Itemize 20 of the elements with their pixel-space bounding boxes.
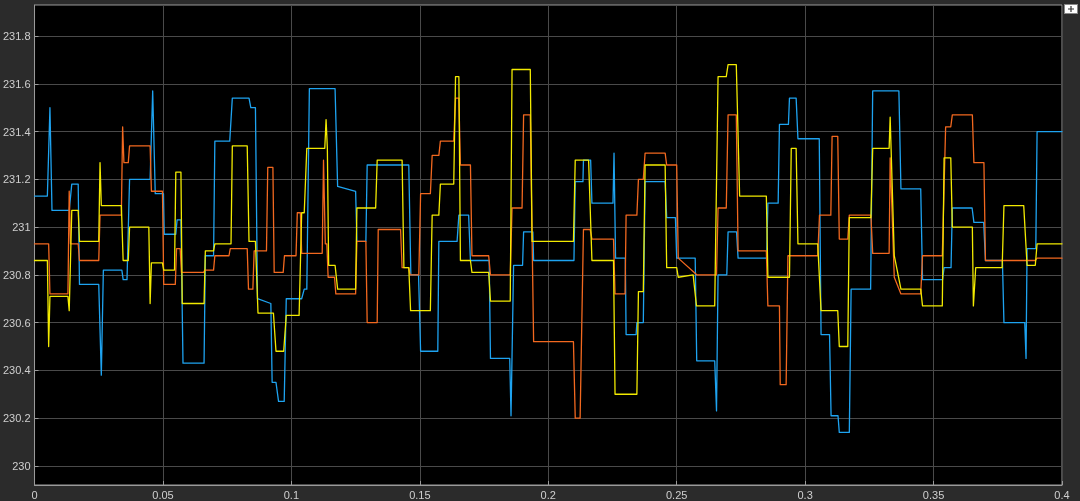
y-tick-label: 230.4 xyxy=(3,364,31,377)
x-tick-label: 0.3 xyxy=(797,488,813,501)
y-tick-label: 230.8 xyxy=(3,268,31,281)
y-tick-label: 231.2 xyxy=(3,173,31,186)
x-tick-label: 0 xyxy=(31,488,38,501)
y-tick-label: 231.6 xyxy=(3,77,31,90)
line-series xyxy=(33,64,1063,395)
y-tick-label: 230.2 xyxy=(3,412,31,425)
y-tick-label: 231 xyxy=(12,221,31,234)
x-tick-label: 0.4 xyxy=(1054,488,1070,501)
y-tick-label: 231.8 xyxy=(3,30,31,43)
x-tick-label: 0.25 xyxy=(665,488,688,501)
x-tick-label: 0.35 xyxy=(922,488,945,501)
x-tick-label: 0.2 xyxy=(540,488,556,501)
x-tick-label: 0.05 xyxy=(152,488,174,501)
y-tick-label: 231.4 xyxy=(3,125,31,138)
x-tick-label: 0.1 xyxy=(283,488,300,501)
y-tick-label: 230.6 xyxy=(3,316,31,329)
y-tick-label: 230 xyxy=(12,459,31,472)
x-tick-label: 0.15 xyxy=(409,488,431,501)
